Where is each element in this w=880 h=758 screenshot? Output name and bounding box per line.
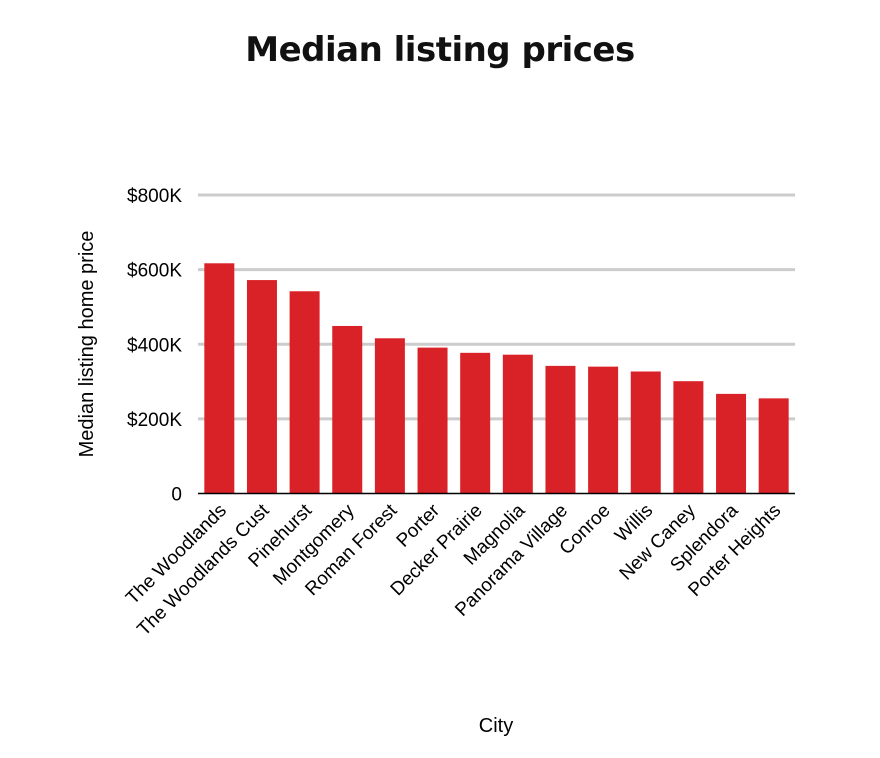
bar bbox=[289, 291, 320, 494]
x-axis-label: City bbox=[479, 715, 513, 737]
y-tick-label: $200K bbox=[127, 410, 182, 431]
bar bbox=[374, 338, 405, 494]
bar bbox=[588, 366, 619, 494]
bar bbox=[545, 365, 576, 494]
bar bbox=[460, 352, 491, 494]
y-tick-label: $800K bbox=[127, 186, 182, 207]
bar bbox=[716, 393, 747, 494]
bar bbox=[246, 280, 277, 494]
y-axis-label: Median listing home price bbox=[76, 231, 98, 458]
bar bbox=[673, 381, 704, 494]
y-tick-label: 0 bbox=[171, 485, 182, 506]
y-tick-label: $400K bbox=[127, 335, 182, 356]
y-tick-label: $600K bbox=[127, 261, 182, 282]
bar bbox=[758, 398, 789, 494]
chart-title: Median listing prices bbox=[245, 30, 635, 70]
bar bbox=[332, 325, 363, 494]
bar bbox=[204, 263, 235, 494]
bar bbox=[630, 371, 661, 494]
bar bbox=[502, 354, 533, 494]
bar bbox=[417, 347, 448, 494]
